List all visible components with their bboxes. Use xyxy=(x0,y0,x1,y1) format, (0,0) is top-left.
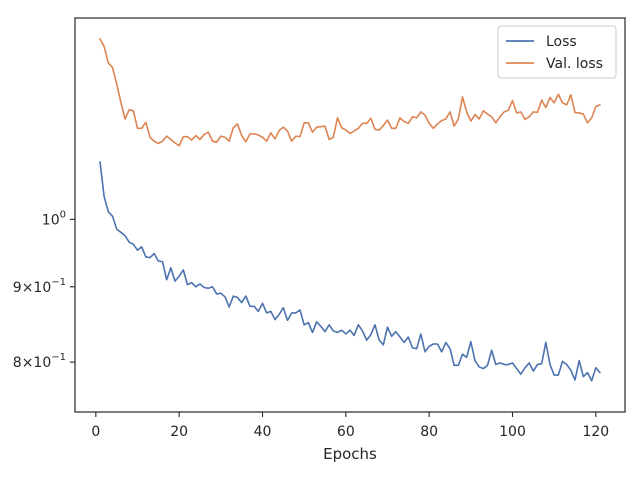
x-tick-label: 100 xyxy=(499,424,526,440)
y-tick-label: 100 xyxy=(42,209,66,228)
legend: Loss Val. loss xyxy=(497,25,617,79)
y-axis-ticks: 100 9×10−1 8×10−1 xyxy=(13,209,75,371)
y-tick-label: 8×10−1 xyxy=(13,352,66,371)
x-tick-label: 60 xyxy=(337,424,355,440)
x-tick-label: 0 xyxy=(91,424,100,440)
x-tick-label: 120 xyxy=(582,424,609,440)
series-line-val-loss xyxy=(99,38,601,147)
y-tick-label: 9×10−1 xyxy=(13,277,66,296)
x-tick-label: 80 xyxy=(420,424,438,440)
axes-frame xyxy=(74,17,626,413)
legend-label-loss: Loss xyxy=(546,34,577,50)
x-tick-label: 20 xyxy=(170,424,188,440)
x-axis-ticks: 0 20 40 60 80 100 120 xyxy=(91,412,609,440)
legend-box xyxy=(497,25,617,79)
x-axis-label: Epochs xyxy=(323,445,377,463)
series-line-loss xyxy=(99,161,601,382)
legend-label-val-loss: Val. loss xyxy=(546,56,603,72)
x-tick-label: 40 xyxy=(254,424,272,440)
series-layer xyxy=(99,38,601,382)
